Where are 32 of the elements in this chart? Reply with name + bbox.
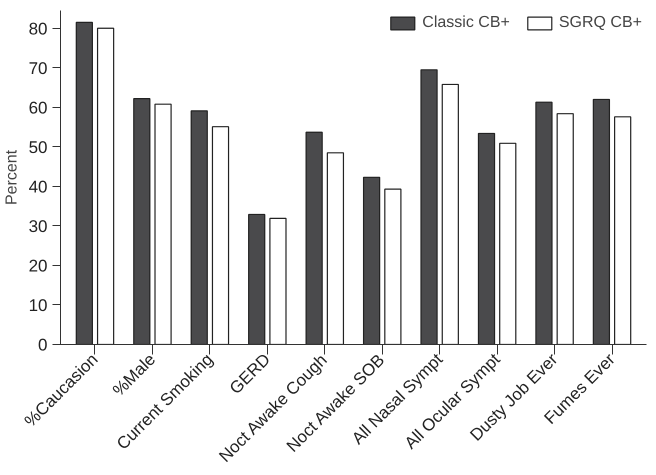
- y-tick-label: 40: [28, 177, 48, 196]
- bar: [535, 102, 553, 344]
- y-tick-label: 50: [28, 138, 48, 157]
- y-tick-label: 60: [28, 98, 48, 118]
- bar: [269, 218, 287, 344]
- y-tick-label: 0: [38, 336, 48, 354]
- bar: [442, 84, 459, 344]
- y-axis-title: Percent: [4, 149, 21, 206]
- bar: [248, 214, 266, 344]
- bar: [133, 98, 150, 344]
- bar: [592, 98, 610, 344]
- bar: [420, 69, 438, 344]
- bar: [212, 126, 230, 344]
- bar: [306, 132, 323, 344]
- bar: [154, 104, 172, 344]
- bar: [499, 142, 516, 344]
- bar: [614, 116, 632, 344]
- bar: [190, 110, 208, 344]
- bar: [362, 176, 380, 344]
- bar: [96, 28, 114, 344]
- legend-label: Classic CB+: [422, 14, 510, 32]
- bar: [76, 22, 93, 344]
- bar: [556, 113, 574, 344]
- y-tick-label: 70: [28, 58, 48, 78]
- y-tick-label: 30: [28, 216, 48, 236]
- y-tick-label: 20: [28, 256, 48, 276]
- legend-label: SGRQ CB+: [558, 14, 642, 32]
- bar: [384, 188, 402, 344]
- bar: [478, 132, 496, 344]
- y-tick-label: 80: [28, 19, 48, 38]
- bar: [326, 152, 344, 344]
- y-tick-label: 10: [28, 296, 48, 315]
